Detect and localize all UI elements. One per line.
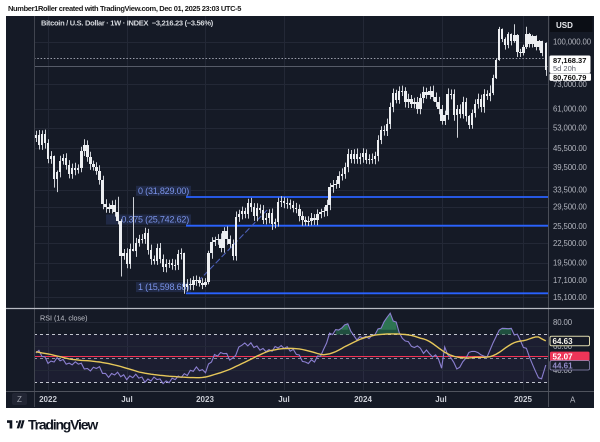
svg-text:Jul: Jul — [121, 395, 133, 404]
svg-text:RSI (14, close): RSI (14, close) — [40, 314, 88, 323]
svg-text:Jul: Jul — [435, 395, 447, 404]
svg-text:2025: 2025 — [514, 395, 532, 404]
svg-text:2024: 2024 — [354, 395, 372, 404]
svg-text:80,760.79: 80,760.79 — [553, 73, 586, 82]
svg-text:45,500.00: 45,500.00 — [553, 144, 588, 153]
svg-text:22,500.00: 22,500.00 — [553, 239, 588, 248]
svg-text:33,500.00: 33,500.00 — [553, 185, 588, 194]
svg-text:52.07: 52.07 — [553, 352, 574, 361]
svg-text:A: A — [570, 396, 576, 405]
svg-text:0 (31,829.00): 0 (31,829.00) — [138, 186, 189, 196]
svg-text:80.00: 80.00 — [553, 318, 573, 327]
svg-text:40.00: 40.00 — [553, 366, 573, 375]
svg-text:61,000.00: 61,000.00 — [553, 104, 588, 113]
svg-text:19,500.00: 19,500.00 — [553, 258, 588, 267]
svg-text:2022: 2022 — [39, 395, 57, 404]
svg-text:73,000.00: 73,000.00 — [553, 80, 588, 89]
svg-text:29,500.00: 29,500.00 — [553, 203, 588, 212]
svg-text:87,168.37: 87,168.37 — [553, 56, 586, 65]
svg-text:5d 20h: 5d 20h — [553, 64, 576, 73]
svg-text:Number1Roller created with Tra: Number1Roller created with TradingView.c… — [8, 4, 241, 13]
svg-text:TradingView: TradingView — [28, 417, 98, 433]
svg-text:Bitcoin / U.S. Dollar · 1W · I: Bitcoin / U.S. Dollar · 1W · INDEX −3,21… — [41, 19, 214, 28]
svg-text:64.63: 64.63 — [553, 337, 574, 346]
svg-text:25,500.00: 25,500.00 — [553, 222, 588, 231]
svg-text:15,100.00: 15,100.00 — [553, 293, 588, 302]
svg-text:17,100.00: 17,100.00 — [553, 276, 588, 285]
svg-text:39,500.00: 39,500.00 — [553, 163, 588, 172]
svg-text:Z: Z — [17, 395, 22, 404]
svg-text:100,000.00: 100,000.00 — [553, 38, 592, 47]
svg-text:44.61: 44.61 — [553, 361, 574, 370]
svg-text:60.00: 60.00 — [553, 342, 573, 351]
svg-text:53,000.00: 53,000.00 — [553, 123, 588, 132]
svg-text:2023: 2023 — [196, 395, 214, 404]
svg-text:USD: USD — [556, 21, 573, 30]
svg-text:0.375 (25,742.62): 0.375 (25,742.62) — [121, 215, 189, 225]
svg-text:1 (15,598.68): 1 (15,598.68) — [138, 282, 189, 292]
svg-text:Jul: Jul — [278, 395, 290, 404]
